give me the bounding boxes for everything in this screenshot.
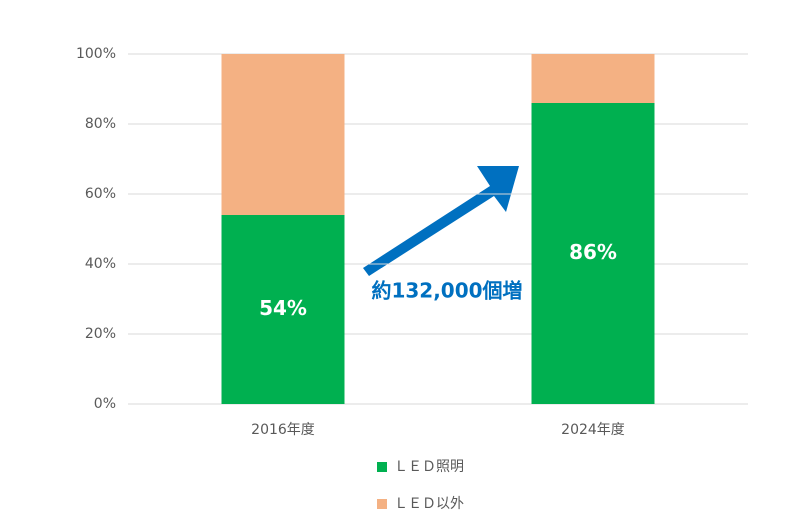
y-tick-label: 80% <box>85 116 116 132</box>
legend-swatch <box>377 462 387 472</box>
legend-label: ＬＥＤ照明 <box>394 459 464 475</box>
x-tick-label: 2016年度 <box>251 422 315 438</box>
y-tick-label: 0% <box>94 396 116 412</box>
y-tick-label: 60% <box>85 186 116 202</box>
annotation: 約132,000個増 <box>371 279 522 303</box>
bar-segment <box>221 215 345 404</box>
arrow <box>363 166 519 276</box>
y-tick-label: 40% <box>85 256 116 272</box>
data-label: 54% <box>259 296 307 320</box>
y-tick-label: 20% <box>85 326 116 342</box>
bar-segment <box>531 103 655 404</box>
bar-segment <box>221 54 345 215</box>
y-tick-label: 100% <box>76 46 116 62</box>
bar-segment <box>531 54 655 103</box>
data-label: 86% <box>569 240 617 264</box>
x-tick-label: 2024年度 <box>561 422 625 438</box>
legend-swatch <box>377 499 387 509</box>
legend-label: ＬＥＤ以外 <box>394 496 464 512</box>
